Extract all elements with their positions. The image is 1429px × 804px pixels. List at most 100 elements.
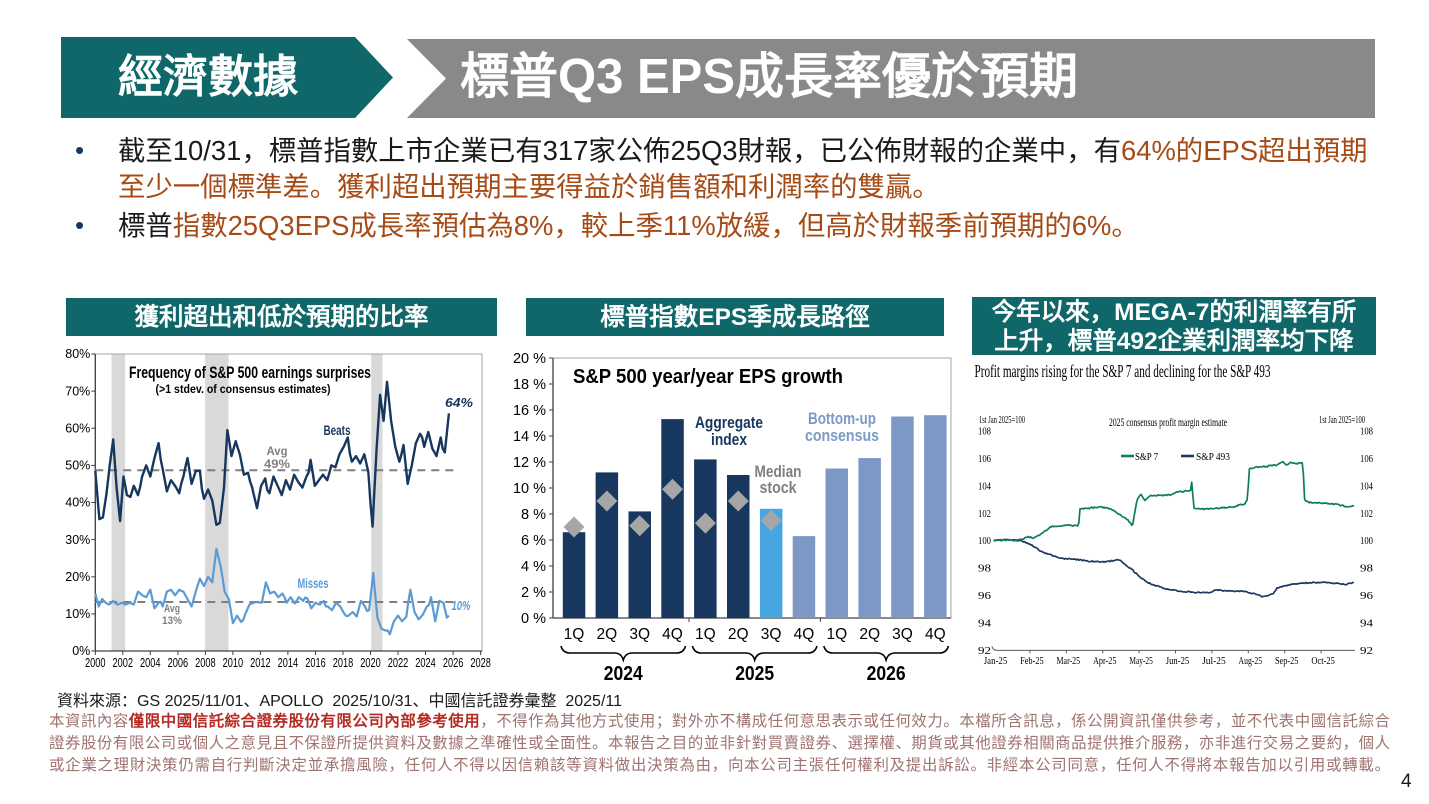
svg-text:102: 102 [1360, 509, 1373, 520]
svg-text:80%: 80% [65, 347, 90, 361]
svg-text:Avg: Avg [164, 603, 180, 615]
svg-text:2002: 2002 [113, 656, 134, 670]
svg-text:S&P 493: S&P 493 [1196, 452, 1230, 463]
svg-text:Feb-25: Feb-25 [1020, 656, 1044, 667]
svg-text:S&P 500 year/year EPS growth: S&P 500 year/year EPS growth [573, 365, 843, 388]
svg-text:0 %: 0 % [521, 611, 546, 627]
svg-text:30%: 30% [65, 533, 90, 547]
svg-text:92: 92 [978, 646, 991, 657]
svg-text:May-25: May-25 [1129, 656, 1153, 667]
svg-text:Aggregate: Aggregate [695, 414, 763, 432]
svg-text:Mar-25: Mar-25 [1057, 656, 1081, 667]
svg-text:98: 98 [978, 564, 991, 575]
svg-text:98: 98 [1360, 564, 1373, 575]
svg-text:Jun-25: Jun-25 [1166, 656, 1190, 667]
svg-text:100: 100 [978, 536, 991, 547]
svg-text:2025 consensus profit margin e: 2025 consensus profit margin estimate [1109, 417, 1227, 429]
svg-text:50%: 50% [65, 459, 90, 473]
svg-text:18 %: 18 % [513, 377, 546, 393]
svg-text:0%: 0% [72, 644, 90, 658]
svg-text:40%: 40% [65, 496, 90, 510]
svg-text:Frequency of S&P 500 earnings: Frequency of S&P 500 earnings surprises [129, 363, 371, 382]
svg-text:stock: stock [760, 479, 798, 497]
svg-text:2Q: 2Q [597, 626, 618, 643]
svg-text:2026: 2026 [443, 656, 464, 670]
svg-text:2Q: 2Q [728, 626, 749, 643]
svg-text:70%: 70% [65, 384, 90, 398]
svg-text:Profit margins rising for the: Profit margins rising for the S&P 7 and … [975, 361, 1271, 381]
svg-text:Misses: Misses [298, 576, 329, 591]
svg-text:Avg: Avg [267, 444, 288, 458]
svg-text:2008: 2008 [195, 656, 216, 670]
svg-text:Oct-25: Oct-25 [1311, 656, 1335, 667]
svg-text:Apr-25: Apr-25 [1093, 656, 1117, 667]
svg-text:108: 108 [978, 426, 991, 437]
svg-text:12 %: 12 % [513, 455, 546, 471]
svg-text:2010: 2010 [223, 656, 244, 670]
svg-text:Median: Median [755, 463, 802, 481]
svg-text:2024: 2024 [604, 663, 644, 685]
svg-text:2020: 2020 [360, 656, 381, 670]
svg-text:1st Jan 2025=100: 1st Jan 2025=100 [1319, 415, 1365, 426]
svg-text:3Q: 3Q [761, 626, 782, 643]
svg-text:2026: 2026 [867, 663, 906, 685]
svg-text:49%: 49% [264, 457, 290, 471]
svg-text:2000: 2000 [85, 656, 106, 670]
svg-text:10 %: 10 % [513, 481, 546, 497]
svg-text:Beats: Beats [324, 423, 351, 438]
svg-text:104: 104 [978, 481, 992, 492]
svg-text:1st Jan 2025=100: 1st Jan 2025=100 [979, 415, 1025, 426]
svg-text:1Q: 1Q [564, 626, 585, 643]
svg-text:106: 106 [978, 454, 991, 465]
svg-text:1Q: 1Q [826, 626, 847, 643]
svg-text:Sep-25: Sep-25 [1275, 656, 1299, 667]
svg-text:3Q: 3Q [629, 626, 650, 643]
svg-text:94: 94 [1360, 619, 1374, 630]
svg-text:2028: 2028 [470, 656, 491, 670]
svg-text:4 %: 4 % [521, 559, 546, 575]
svg-text:2004: 2004 [140, 656, 161, 670]
svg-text:2016: 2016 [305, 656, 326, 670]
svg-text:(>1 stdev. of consensus estima: (>1 stdev. of consensus estimates) [156, 384, 331, 396]
svg-text:20%: 20% [65, 570, 90, 584]
svg-text:2014: 2014 [278, 656, 299, 670]
svg-text:10%: 10% [65, 607, 90, 621]
svg-text:20 %: 20 % [513, 351, 546, 367]
svg-text:index: index [711, 431, 748, 449]
svg-text:100: 100 [1360, 536, 1373, 547]
svg-text:2024: 2024 [415, 656, 436, 670]
svg-text:8 %: 8 % [521, 507, 546, 523]
svg-text:2025: 2025 [735, 663, 774, 685]
svg-text:60%: 60% [65, 422, 90, 436]
svg-text:92: 92 [1360, 646, 1373, 657]
svg-text:96: 96 [978, 591, 991, 602]
svg-text:6 %: 6 % [521, 533, 546, 549]
svg-text:2022: 2022 [388, 656, 409, 670]
svg-text:2006: 2006 [168, 656, 189, 670]
svg-text:13%: 13% [162, 615, 182, 627]
svg-text:108: 108 [1360, 426, 1373, 437]
svg-text:2Q: 2Q [859, 626, 880, 643]
svg-text:4Q: 4Q [925, 626, 946, 643]
svg-text:Bottom-up: Bottom-up [808, 410, 876, 428]
svg-text:14 %: 14 % [513, 429, 546, 445]
svg-text:Jan-25: Jan-25 [984, 656, 1008, 667]
svg-text:102: 102 [978, 509, 991, 520]
svg-text:S&P 7: S&P 7 [1135, 452, 1158, 463]
svg-text:64%: 64% [445, 395, 473, 410]
svg-text:4Q: 4Q [794, 626, 815, 643]
svg-text:Jul-25: Jul-25 [1202, 656, 1226, 667]
svg-text:16 %: 16 % [513, 403, 546, 419]
svg-text:Aug-25: Aug-25 [1239, 656, 1263, 667]
svg-text:consensus: consensus [805, 427, 879, 445]
svg-text:2 %: 2 % [521, 585, 546, 601]
svg-text:3Q: 3Q [892, 626, 913, 643]
svg-text:106: 106 [1360, 454, 1373, 465]
svg-text:2012: 2012 [250, 656, 271, 670]
svg-text:10%: 10% [452, 599, 471, 613]
svg-text:1Q: 1Q [695, 626, 716, 643]
svg-text:94: 94 [978, 619, 992, 630]
svg-text:104: 104 [1360, 481, 1374, 492]
svg-text:2018: 2018 [333, 656, 354, 670]
svg-text:96: 96 [1360, 591, 1373, 602]
